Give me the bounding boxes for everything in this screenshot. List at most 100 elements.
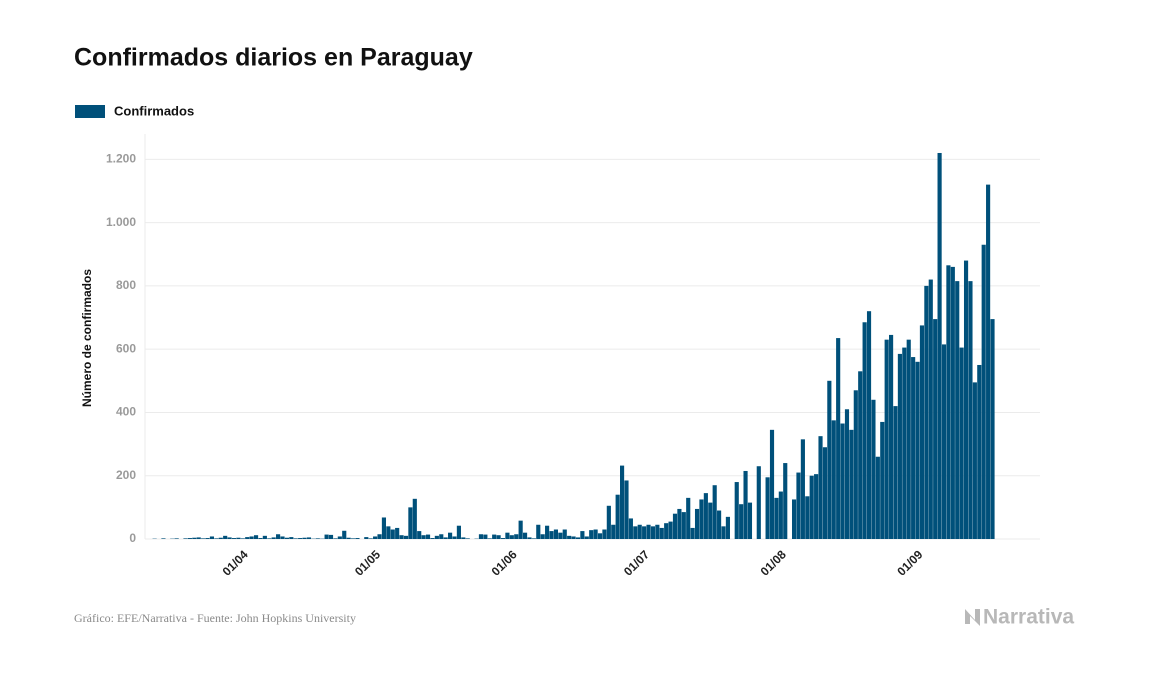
bar bbox=[342, 530, 347, 539]
bar bbox=[487, 538, 492, 539]
bar bbox=[646, 524, 651, 539]
bar bbox=[540, 534, 545, 539]
bar bbox=[602, 529, 607, 539]
bar bbox=[796, 472, 801, 539]
bar bbox=[937, 152, 942, 539]
bar bbox=[280, 536, 285, 539]
bar bbox=[981, 244, 986, 539]
source: Gráfico: EFE/Narrativa - Fuente: John Ho… bbox=[74, 611, 356, 625]
bar bbox=[734, 482, 739, 539]
bar bbox=[355, 538, 360, 539]
x-tick-label: 01/09 bbox=[894, 547, 925, 578]
bar bbox=[593, 529, 598, 539]
bar bbox=[655, 524, 660, 539]
bar bbox=[390, 529, 395, 539]
bar bbox=[192, 537, 197, 539]
bar bbox=[606, 505, 611, 539]
bar bbox=[496, 535, 501, 539]
y-tick-label: 1.000 bbox=[106, 215, 136, 229]
bar bbox=[218, 537, 223, 539]
bar bbox=[227, 537, 232, 539]
bar bbox=[434, 535, 439, 539]
y-tick-label: 400 bbox=[116, 405, 136, 419]
y-tick-label: 1.200 bbox=[106, 151, 136, 165]
bar bbox=[231, 538, 237, 539]
bar bbox=[337, 536, 342, 539]
bar bbox=[271, 537, 276, 539]
bar bbox=[223, 535, 228, 539]
bar bbox=[258, 538, 263, 539]
bar bbox=[986, 184, 991, 539]
bar bbox=[425, 534, 431, 539]
bar bbox=[461, 537, 466, 539]
bar bbox=[589, 530, 594, 539]
y-tick-label: 600 bbox=[116, 341, 136, 355]
bar bbox=[814, 474, 819, 539]
bar bbox=[324, 534, 329, 539]
bar bbox=[262, 535, 267, 539]
bar bbox=[840, 423, 845, 539]
bar bbox=[183, 538, 188, 539]
brand-logo: Narrativa bbox=[965, 606, 1074, 629]
bar bbox=[373, 536, 378, 539]
bar bbox=[214, 538, 219, 539]
bar bbox=[522, 532, 528, 539]
bar bbox=[518, 520, 523, 539]
bar bbox=[725, 516, 730, 539]
bar bbox=[699, 499, 704, 539]
bar bbox=[240, 538, 245, 539]
bar bbox=[906, 339, 911, 539]
bar bbox=[809, 475, 814, 539]
bar bbox=[456, 525, 461, 539]
bar bbox=[827, 380, 832, 539]
bar bbox=[253, 535, 259, 539]
bar bbox=[386, 526, 391, 539]
bar bbox=[893, 406, 898, 539]
bar bbox=[783, 463, 788, 539]
y-tick-label: 800 bbox=[116, 278, 136, 292]
bar bbox=[919, 325, 925, 539]
bar bbox=[628, 518, 633, 539]
bar bbox=[977, 364, 982, 539]
bar bbox=[747, 502, 753, 539]
bar bbox=[703, 493, 708, 539]
bar bbox=[364, 537, 369, 539]
bar bbox=[889, 334, 894, 539]
bar bbox=[853, 390, 858, 539]
bar bbox=[267, 538, 272, 539]
bar bbox=[417, 531, 422, 539]
bar bbox=[408, 507, 413, 539]
bar bbox=[531, 538, 536, 539]
bar bbox=[567, 535, 572, 539]
bar bbox=[187, 538, 192, 539]
bar bbox=[672, 513, 678, 539]
bar bbox=[880, 421, 885, 539]
bar bbox=[465, 538, 470, 539]
bar bbox=[315, 538, 320, 539]
bar bbox=[686, 497, 691, 539]
bar bbox=[637, 524, 642, 539]
bar bbox=[571, 536, 576, 539]
bar bbox=[209, 536, 215, 539]
bar bbox=[831, 420, 836, 539]
bar bbox=[505, 532, 510, 539]
bar bbox=[717, 510, 722, 539]
bar bbox=[694, 508, 700, 539]
bar bbox=[236, 537, 241, 539]
bar bbox=[650, 526, 656, 539]
bar bbox=[950, 266, 955, 539]
bar bbox=[955, 281, 960, 539]
bar bbox=[844, 409, 850, 539]
bar bbox=[245, 537, 250, 539]
bar bbox=[875, 456, 880, 539]
x-tick-label: 01/08 bbox=[758, 547, 789, 578]
legend-label: Confirmados bbox=[114, 103, 194, 118]
bar bbox=[624, 480, 629, 539]
bar bbox=[584, 536, 589, 539]
bar bbox=[293, 538, 298, 539]
bar bbox=[897, 353, 902, 539]
bar bbox=[615, 494, 620, 539]
bar bbox=[791, 499, 797, 539]
bar bbox=[862, 322, 867, 539]
